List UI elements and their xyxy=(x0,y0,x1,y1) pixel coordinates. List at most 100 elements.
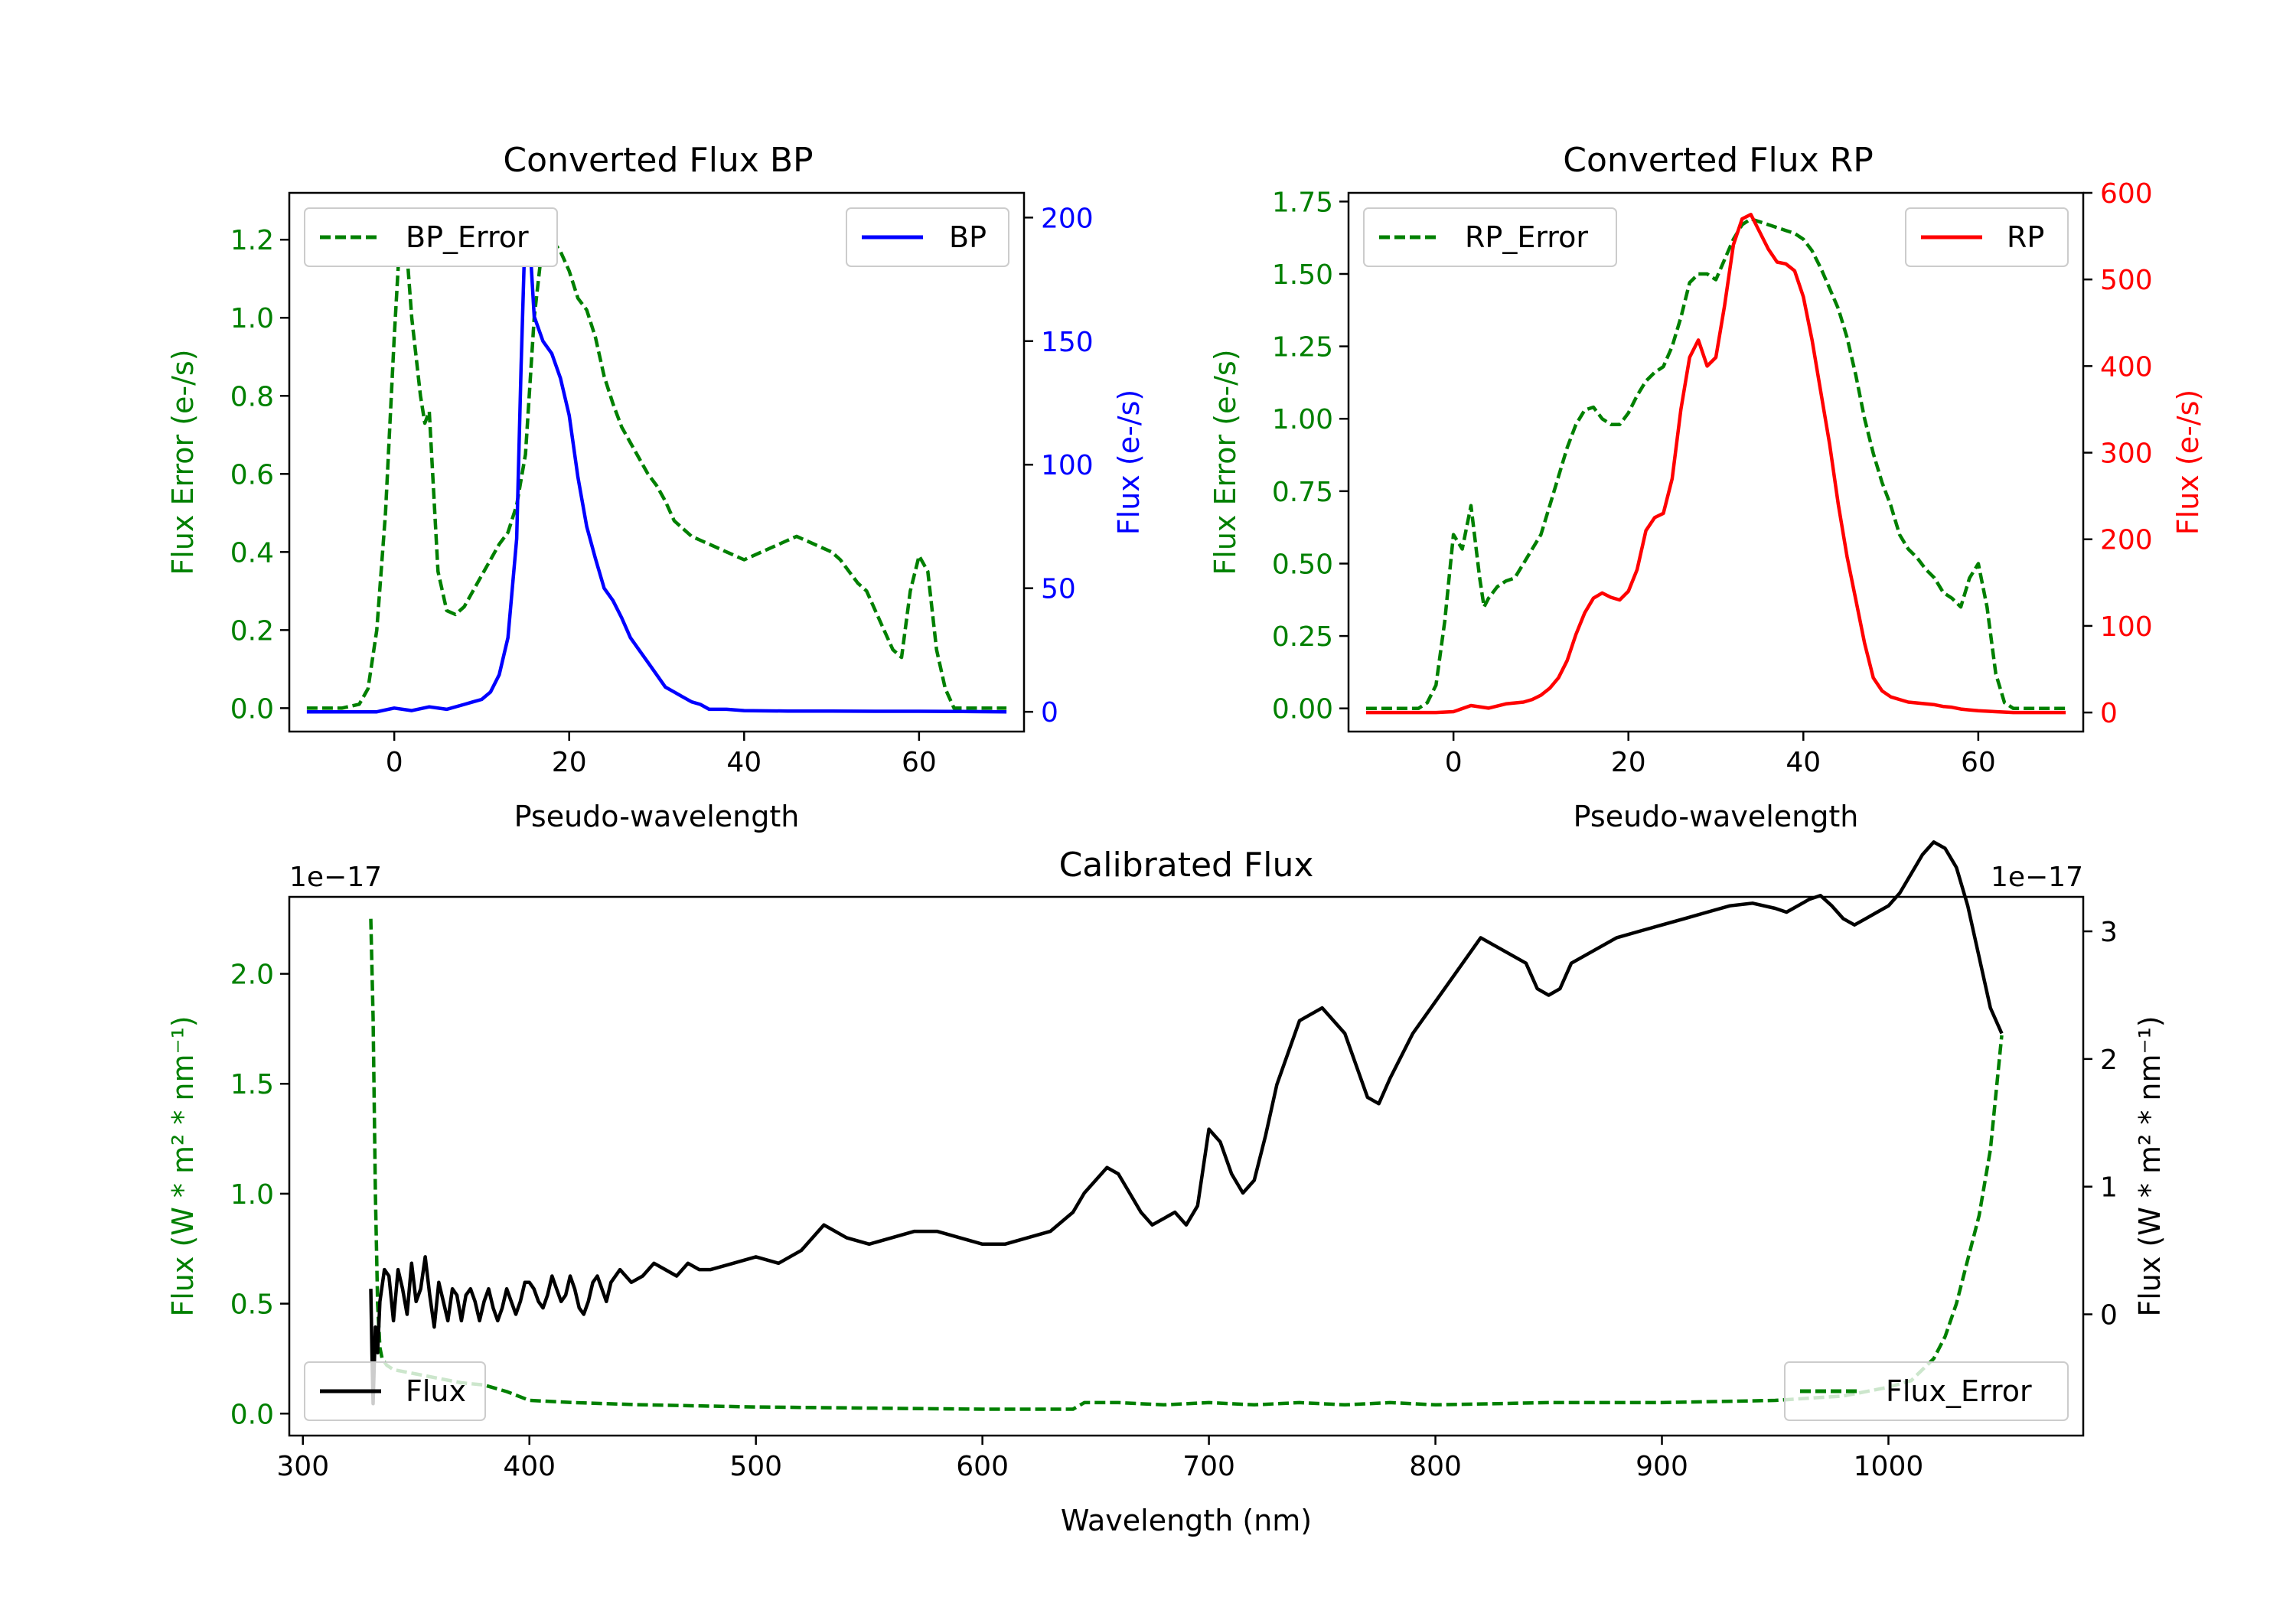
bp-legend[interactable]: BP xyxy=(846,207,1009,267)
bp-left-tick-label: 0.6 xyxy=(230,459,274,491)
rp-left-tick-label: 1.75 xyxy=(1272,187,1333,218)
calibrated-left-tick-label: 2.0 xyxy=(230,960,274,991)
bp-left-y-label: Flux Error (e-/s) xyxy=(166,349,200,575)
bp-bp-line xyxy=(306,216,1007,714)
rp-x-tick-label: 20 xyxy=(1611,747,1646,778)
calibrated-title: Calibrated Flux xyxy=(1059,846,1314,885)
bp-error-legend[interactable]: BP_Error xyxy=(304,207,558,267)
calibrated-x-tick-label: 900 xyxy=(1636,1451,1688,1482)
rp-x-tick-label: 40 xyxy=(1786,747,1821,778)
flux-legend[interactable]: Flux xyxy=(304,1361,486,1421)
bp-x-tick-label: 40 xyxy=(726,747,762,778)
rp-panel: Converted Flux RP 0 20 40 60 0.000.250.500.… xyxy=(1208,141,2205,833)
bp-left-tick-label: 0.0 xyxy=(230,693,274,725)
rp-right-tick-label: 200 xyxy=(2100,525,2153,556)
rp-right-tick-label: 500 xyxy=(2100,265,2153,296)
rp-rp-line xyxy=(1365,213,2066,715)
rp-left-tick-label: 0.25 xyxy=(1272,621,1333,653)
bp-legend-box xyxy=(846,207,1009,267)
bp-legend-label: BP xyxy=(949,220,987,254)
bp-right-tick-label: 100 xyxy=(1041,450,1094,481)
bp-error-legend-label: BP_Error xyxy=(406,220,529,254)
rp-left-ticks: 0.00 0.25 0.50 0.75 1.00 1.25 1.50 1.75 xyxy=(1272,187,1349,725)
rp-rp-error-line xyxy=(1365,217,2066,710)
rp-x-tick-label: 60 xyxy=(1961,747,1996,778)
calibrated-right-tick-label: 2 xyxy=(2100,1045,2118,1076)
flux-legend-label: Flux xyxy=(406,1374,466,1408)
bp-left-tick-label: 1.2 xyxy=(230,225,274,256)
rp-x-label: Pseudo-wavelength xyxy=(1574,800,1859,833)
bp-panel: Converted Flux BP 0 20 40 60 0.00.20.40.60.… xyxy=(166,141,1146,833)
bp-left-tick-label: 1.0 xyxy=(230,303,274,334)
rp-left-tick-label: 1.50 xyxy=(1272,259,1333,291)
calibrated-flux-line xyxy=(369,840,2004,1406)
rp-error-legend-box xyxy=(1363,207,1617,267)
rp-x-ticks: 0 20 40 60 xyxy=(1445,732,1996,778)
calibrated-left-y-label: Flux (W * m² * nm⁻¹) xyxy=(166,1015,200,1316)
calibrated-x-tick-label: 300 xyxy=(276,1451,329,1482)
rp-x-tick-label: 0 xyxy=(1445,747,1463,778)
calibrated-left-tick-label: 0.0 xyxy=(230,1399,274,1430)
calibrated-panel: Calibrated Flux 1e−17 1e−17 300 400 500 600… xyxy=(166,840,2167,1537)
calibrated-right-tick-label: 3 xyxy=(2100,917,2118,948)
bp-left-tick-label: 0.4 xyxy=(230,537,274,569)
bp-title: Converted Flux BP xyxy=(503,141,813,180)
calibrated-left-tick-label: 1.5 xyxy=(230,1069,274,1100)
calibrated-x-tick-label: 400 xyxy=(503,1451,556,1482)
rp-legend-label: RP xyxy=(2007,220,2044,254)
bp-x-tick-label: 20 xyxy=(552,747,587,778)
bp-right-tick-label: 150 xyxy=(1041,327,1094,358)
bp-right-tick-label: 200 xyxy=(1041,203,1094,234)
bp-right-tick-label: 50 xyxy=(1041,574,1076,605)
rp-left-tick-label: 1.00 xyxy=(1272,404,1333,435)
rp-error-legend-label: RP_Error xyxy=(1465,220,1588,254)
flux-legend-box xyxy=(304,1361,486,1421)
rp-right-tick-label: 0 xyxy=(2100,698,2118,729)
flux-error-legend-box xyxy=(1784,1361,2069,1421)
calibrated-flux-error-line xyxy=(369,918,2004,1411)
bp-right-tick-label: 0 xyxy=(1041,697,1058,729)
rp-error-legend[interactable]: RP_Error xyxy=(1363,207,1617,267)
calibrated-right-offset: 1e−17 xyxy=(1991,862,2083,893)
calibrated-right-y-label: Flux (W * m² * nm⁻¹) xyxy=(2133,1015,2167,1316)
calibrated-x-tick-label: 700 xyxy=(1182,1451,1235,1482)
calibrated-left-tick-label: 0.5 xyxy=(230,1289,274,1321)
rp-right-ticks: 0 100 200 300 400 500 600 xyxy=(2083,178,2153,729)
calibrated-left-ticks: 0.0 0.5 1.0 1.5 2.0 xyxy=(230,960,289,1430)
calibrated-right-ticks: 0 1 2 3 xyxy=(2083,917,2118,1332)
rp-left-tick-label: 0.00 xyxy=(1272,694,1333,725)
bp-left-tick-label: 0.8 xyxy=(230,381,274,412)
rp-right-tick-label: 600 xyxy=(2100,178,2153,210)
bp-right-ticks: 0 50 100 150 200 xyxy=(1024,203,1094,729)
calibrated-x-tick-label: 1000 xyxy=(1854,1451,1924,1482)
flux-error-legend[interactable]: Flux_Error xyxy=(1784,1361,2069,1421)
calibrated-left-offset: 1e−17 xyxy=(289,862,382,893)
calibrated-x-tick-label: 600 xyxy=(956,1451,1009,1482)
calibrated-x-tick-label: 500 xyxy=(729,1451,782,1482)
bp-plot-frame xyxy=(288,191,1026,733)
calibrated-x-label: Wavelength (nm) xyxy=(1061,1504,1312,1537)
bp-x-tick-label: 0 xyxy=(386,747,403,778)
rp-plot-frame xyxy=(1347,191,2085,733)
calibrated-right-tick-label: 1 xyxy=(2100,1172,2118,1204)
bp-left-ticks: 0.0 0.2 0.4 0.6 0.8 1.0 1.2 xyxy=(230,225,289,725)
calibrated-left-tick-label: 1.0 xyxy=(230,1179,274,1211)
rp-left-tick-label: 1.25 xyxy=(1272,332,1333,363)
rp-left-tick-label: 0.50 xyxy=(1272,549,1333,580)
bp-x-ticks: 0 20 40 60 xyxy=(386,732,937,778)
rp-right-tick-label: 100 xyxy=(2100,611,2153,643)
bp-bp-error-line xyxy=(306,237,1007,710)
rp-title: Converted Flux RP xyxy=(1563,141,1874,180)
calibrated-x-ticks: 300 400 500 600 700 800 900 1000 xyxy=(276,1436,1923,1482)
rp-legend[interactable]: RP xyxy=(1905,207,2069,267)
flux-error-legend-label: Flux_Error xyxy=(1886,1374,2032,1408)
calibrated-right-tick-label: 0 xyxy=(2100,1300,2118,1332)
calibrated-x-tick-label: 800 xyxy=(1409,1451,1462,1482)
bp-left-tick-label: 0.2 xyxy=(230,615,274,647)
bp-x-tick-label: 60 xyxy=(902,747,937,778)
rp-left-y-label: Flux Error (e-/s) xyxy=(1208,349,1242,575)
rp-right-tick-label: 400 xyxy=(2100,351,2153,383)
rp-right-tick-label: 300 xyxy=(2100,438,2153,470)
bp-right-y-label: Flux (e-/s) xyxy=(1112,390,1146,535)
